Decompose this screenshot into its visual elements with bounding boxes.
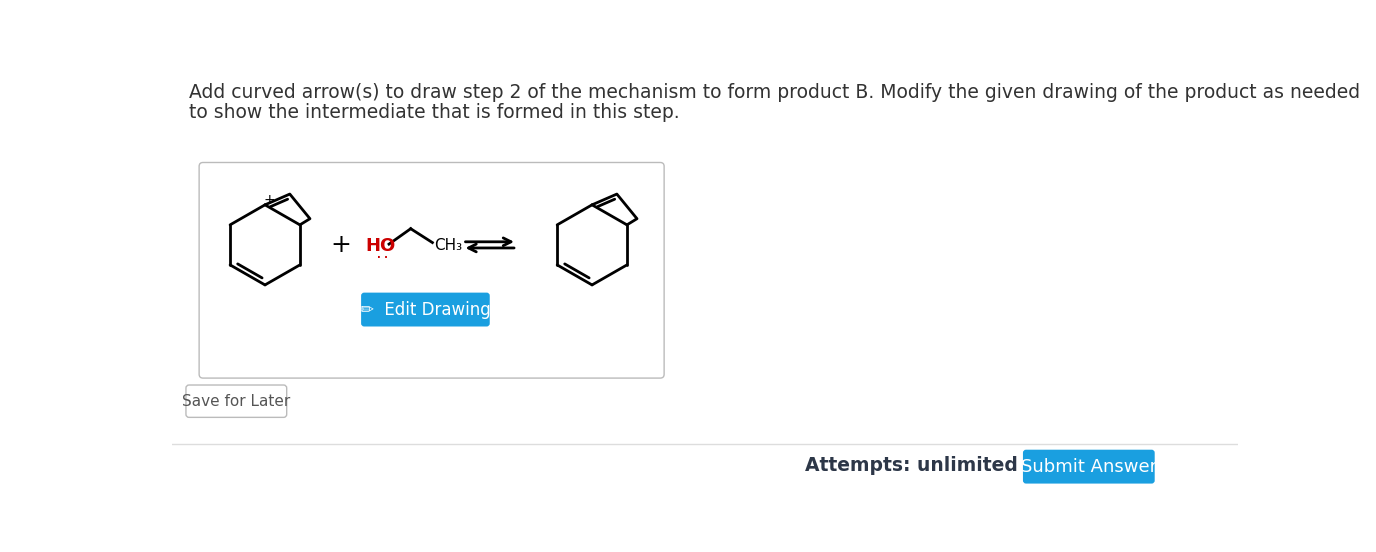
Text: Save for Later: Save for Later — [182, 394, 290, 408]
FancyBboxPatch shape — [186, 385, 286, 417]
Text: Add curved arrow(s) to draw step 2 of the mechanism to form product B. Modify th: Add curved arrow(s) to draw step 2 of th… — [189, 83, 1359, 102]
FancyBboxPatch shape — [361, 293, 490, 326]
FancyBboxPatch shape — [1022, 450, 1154, 484]
Text: · ·: · · — [377, 253, 388, 263]
Text: CH₃: CH₃ — [433, 238, 462, 253]
Text: Attempts: unlimited: Attempts: unlimited — [805, 457, 1018, 475]
FancyBboxPatch shape — [200, 162, 665, 378]
Text: +: + — [330, 233, 351, 257]
Text: to show the intermediate that is formed in this step.: to show the intermediate that is formed … — [189, 103, 680, 122]
Text: ✏  Edit Drawing: ✏ Edit Drawing — [361, 300, 491, 319]
Text: HO: HO — [366, 237, 396, 254]
Text: Submit Answer: Submit Answer — [1021, 458, 1157, 476]
Text: +: + — [264, 193, 275, 207]
